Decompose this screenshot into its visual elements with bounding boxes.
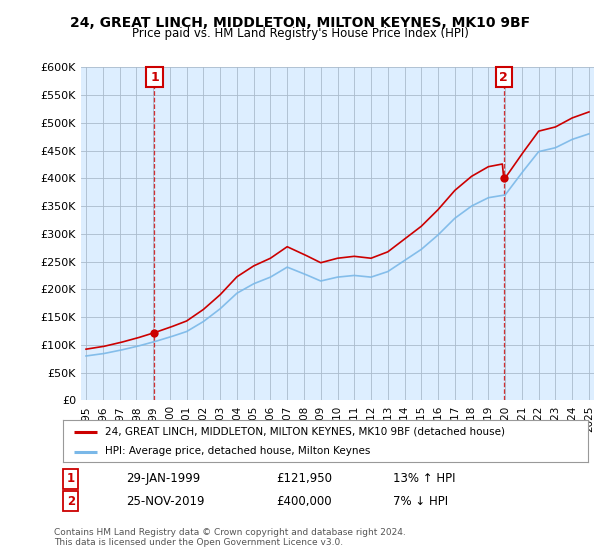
Text: 29-JAN-1999: 29-JAN-1999 [126, 472, 200, 486]
Text: 24, GREAT LINCH, MIDDLETON, MILTON KEYNES, MK10 9BF: 24, GREAT LINCH, MIDDLETON, MILTON KEYNE… [70, 16, 530, 30]
Text: 1: 1 [67, 472, 75, 486]
Text: 1: 1 [150, 71, 159, 83]
Text: HPI: Average price, detached house, Milton Keynes: HPI: Average price, detached house, Milt… [105, 446, 370, 456]
Text: £400,000: £400,000 [276, 494, 332, 508]
Text: 13% ↑ HPI: 13% ↑ HPI [393, 472, 455, 486]
Text: Contains HM Land Registry data © Crown copyright and database right 2024.
This d: Contains HM Land Registry data © Crown c… [54, 528, 406, 547]
Text: 24, GREAT LINCH, MIDDLETON, MILTON KEYNES, MK10 9BF (detached house): 24, GREAT LINCH, MIDDLETON, MILTON KEYNE… [105, 427, 505, 437]
Text: £121,950: £121,950 [276, 472, 332, 486]
Text: 7% ↓ HPI: 7% ↓ HPI [393, 494, 448, 508]
Text: 25-NOV-2019: 25-NOV-2019 [126, 494, 205, 508]
Text: Price paid vs. HM Land Registry's House Price Index (HPI): Price paid vs. HM Land Registry's House … [131, 27, 469, 40]
Text: 2: 2 [499, 71, 508, 83]
Text: 2: 2 [67, 494, 75, 508]
